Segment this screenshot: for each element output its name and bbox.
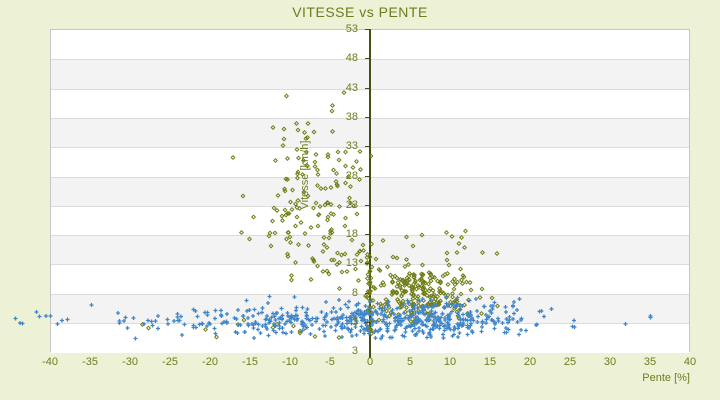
y-tick-label: 8 [351, 286, 358, 299]
x-tick-label: 30 [603, 356, 617, 368]
y-tick-mark [365, 292, 369, 294]
y-tick-label: 13 [345, 257, 358, 270]
y-tick-mark [365, 29, 369, 30]
x-tick-label: -40 [42, 356, 58, 368]
y-tick-mark [365, 204, 369, 206]
y-tick-label: 3 [351, 316, 358, 328]
x-tick-label: -15 [242, 356, 258, 368]
x-tick-label: -25 [162, 356, 178, 368]
y-tick-mark [365, 146, 369, 148]
chart-title: VITESSE vs PENTE [292, 4, 428, 20]
x-tick-label: 0 [366, 356, 374, 368]
series-vitesse-montee-olive [139, 89, 501, 341]
x-tick-label: 35 [643, 356, 657, 368]
y-tick-label: 48 [345, 52, 358, 65]
x-tick-label: 10 [443, 356, 457, 368]
x-tick-label: -5 [325, 356, 335, 368]
x-tick-label: -30 [122, 356, 138, 368]
y-tick-label: 28 [345, 169, 358, 182]
series-vitesse-plat-bleue [13, 294, 653, 341]
x-axis-title: Pente [%] [642, 372, 690, 384]
x-tick-label: -20 [202, 356, 218, 368]
zero-axis-line [369, 29, 371, 358]
y-tick-label: 18 [345, 228, 358, 241]
x-tick-label: 5 [406, 356, 414, 368]
x-tick-label: 15 [483, 356, 497, 368]
y-tick-mark [365, 87, 369, 89]
y-tick-mark [365, 322, 369, 323]
x-tick-label: -35 [82, 356, 98, 368]
x-tick-label: 25 [563, 356, 577, 368]
y-tick-mark [365, 234, 369, 236]
data-points-vitesse-plat-bleue [13, 294, 653, 341]
x-tick-label: 20 [523, 356, 537, 368]
y-axis-end-label: 3 [351, 345, 358, 357]
y-tick-mark [365, 175, 369, 177]
y-tick-label: 43 [345, 81, 358, 94]
y-tick-label: 38 [345, 110, 358, 123]
y-tick-label: 23 [345, 198, 358, 211]
y-tick-label: 53 [345, 23, 358, 35]
data-points-vitesse-montee-olive [139, 89, 501, 341]
x-tick-label: 40 [683, 356, 697, 368]
y-tick-mark [365, 263, 369, 265]
y-tick-mark [365, 58, 369, 60]
x-tick-label: -10 [282, 356, 298, 368]
y-tick-label: 33 [345, 140, 358, 153]
y-tick-mark [365, 116, 369, 118]
